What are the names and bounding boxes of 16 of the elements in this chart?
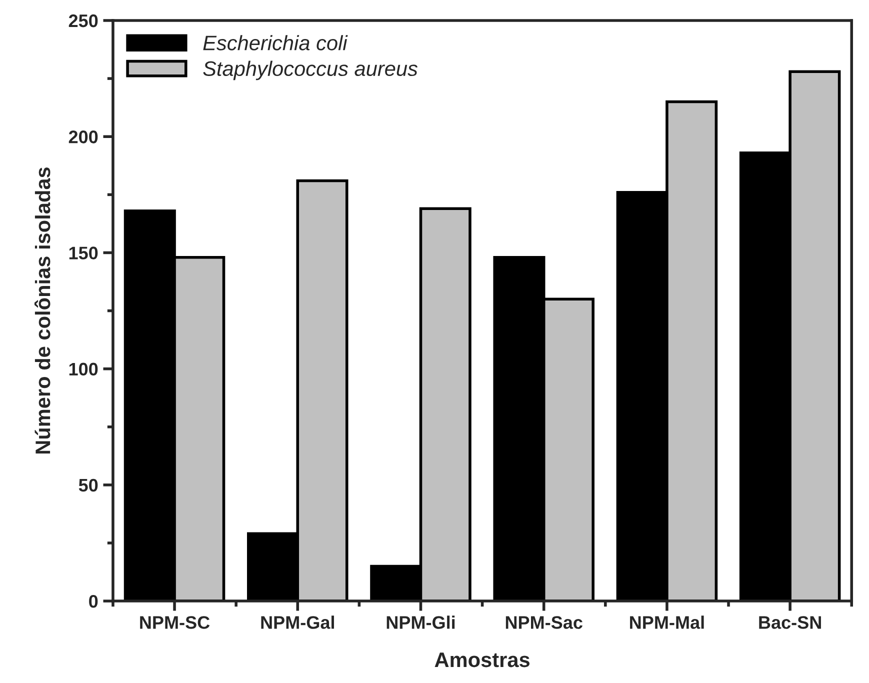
x-tick-label: NPM-Gal <box>261 616 334 629</box>
y-tick-label: 0 <box>89 594 98 608</box>
y-tick-label: 200 <box>68 130 98 144</box>
y-tick-label: 150 <box>69 246 98 260</box>
y-tick-label: 100 <box>69 362 98 376</box>
x-tick-label: Bac-SN <box>759 616 821 629</box>
legend-label: Staphylococcus aureus <box>203 60 418 80</box>
x-tick-label: NPM-Mal <box>630 616 704 629</box>
y-tick-label: 50 <box>78 478 98 492</box>
legend-label: Escherichia coli <box>203 35 348 50</box>
x-axis-title: Amostras <box>434 652 530 668</box>
x-tick-label: NPM-Gli <box>386 616 455 629</box>
x-tick-label: NPM-SC <box>140 616 210 629</box>
y-axis-title: Número de colônias isoladas <box>34 167 50 454</box>
y-tick-label: 250 <box>68 14 98 28</box>
x-tick-label: NPM-Sac <box>506 616 582 629</box>
